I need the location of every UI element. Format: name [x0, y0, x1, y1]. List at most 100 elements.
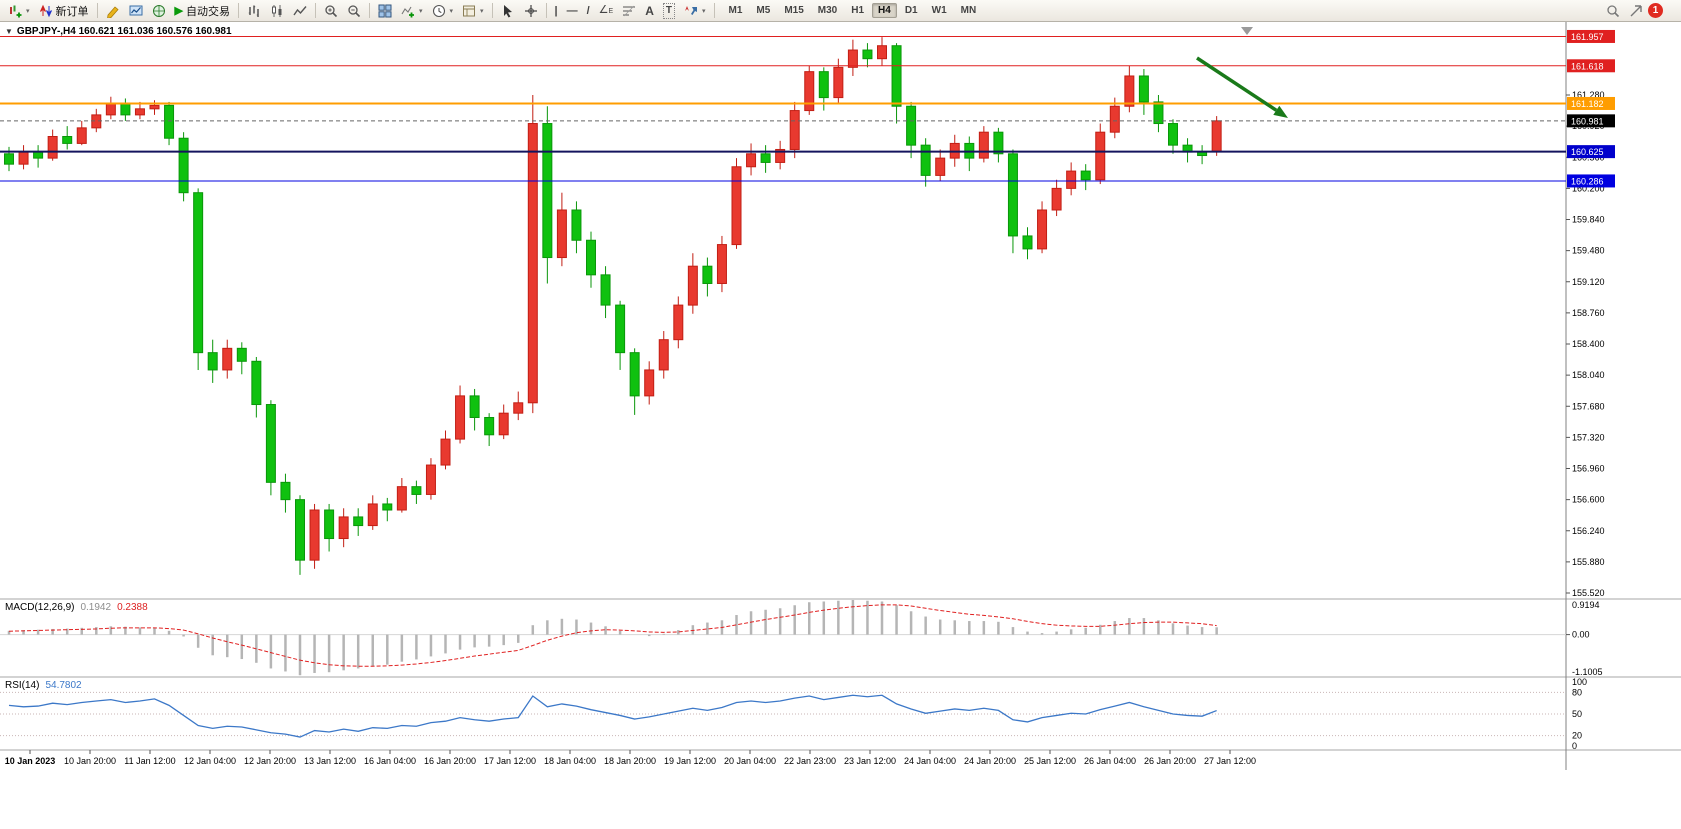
- svg-text:158.040: 158.040: [1572, 370, 1605, 380]
- timeframe-w1[interactable]: W1: [931, 5, 947, 16]
- candle-body: [1095, 131, 1106, 181]
- svg-text:0.00: 0.00: [1572, 630, 1590, 640]
- candle-body: [251, 360, 262, 406]
- candle-body: [702, 265, 713, 284]
- tile-windows-button[interactable]: [374, 1, 396, 21]
- svg-text:80: 80: [1572, 687, 1582, 697]
- candle-body: [1037, 209, 1048, 250]
- arrows-button[interactable]: ▾: [680, 1, 710, 21]
- candle-body: [1211, 120, 1222, 153]
- metaeditor-button[interactable]: [102, 1, 124, 21]
- timeframe-h1[interactable]: H1: [851, 5, 865, 16]
- arrow-shapes-icon: [685, 5, 697, 15]
- time-axis: 10 Jan 2023 10 Jan 20:00 11 Jan 12:00 12 Ja…: [5, 750, 1256, 766]
- svg-text:24 Jan 04:00: 24 Jan 04:00: [904, 756, 956, 766]
- candle-body: [556, 209, 567, 259]
- svg-text:26 Jan 20:00: 26 Jan 20:00: [1144, 756, 1196, 766]
- periods-button[interactable]: ▾: [428, 1, 458, 21]
- line-chart-button[interactable]: [289, 1, 311, 21]
- indicators-button[interactable]: ▾: [397, 1, 427, 21]
- market-watch-button[interactable]: [125, 1, 147, 21]
- zoom-out-button[interactable]: [343, 1, 365, 21]
- cursor-button[interactable]: [497, 1, 519, 21]
- candlestick-button[interactable]: [266, 1, 288, 21]
- channel-button[interactable]: ∠E: [595, 1, 618, 21]
- svg-text:22 Jan 23:00: 22 Jan 23:00: [784, 756, 836, 766]
- metaeditor-icon: [106, 5, 119, 18]
- candle-body: [877, 45, 887, 60]
- candle-body: [847, 49, 858, 68]
- timeframe-h4[interactable]: H4: [872, 3, 897, 18]
- svg-text:158.760: 158.760: [1572, 308, 1605, 318]
- trendline-button[interactable]: /: [583, 1, 594, 21]
- toolbar-separator: [368, 3, 370, 18]
- candle-body: [469, 395, 480, 418]
- text-button[interactable]: A: [641, 1, 658, 21]
- timeframe-m5[interactable]: M5: [756, 5, 771, 16]
- candle-body: [295, 499, 305, 561]
- macd-pane: 0.9194 0.00 -1.1005: [0, 599, 1603, 677]
- candle-body: [367, 503, 378, 527]
- trend-arrow[interactable]: [1196, 56, 1288, 118]
- candle-body: [789, 110, 800, 150]
- pointer-button[interactable]: [1625, 1, 1647, 21]
- candle-body: [120, 103, 131, 116]
- candle-body: [4, 153, 14, 165]
- svg-text:160.286: 160.286: [1571, 176, 1604, 186]
- fibonacci-button[interactable]: [618, 1, 640, 21]
- zoom-in-button[interactable]: [320, 1, 342, 21]
- candle-body: [586, 239, 596, 276]
- candle-body: [411, 486, 422, 495]
- candle-body: [324, 509, 335, 540]
- new-chart-button[interactable]: ▾: [4, 1, 34, 21]
- templates-button[interactable]: ▾: [458, 1, 488, 21]
- horizontal-line-button[interactable]: —: [563, 1, 582, 21]
- timeframe-m1[interactable]: M1: [728, 5, 743, 16]
- vertical-line-icon: |: [554, 4, 558, 17]
- svg-text:161.182: 161.182: [1571, 99, 1604, 109]
- svg-text:159.840: 159.840: [1572, 215, 1605, 225]
- timeframe-mn[interactable]: MN: [960, 5, 977, 16]
- candle-body: [833, 66, 844, 99]
- timeframe-m30[interactable]: M30: [817, 5, 838, 16]
- candle-body: [1109, 105, 1120, 133]
- text-icon: A: [645, 3, 654, 18]
- clock-icon: [432, 4, 445, 17]
- chart-shift-marker[interactable]: [1241, 27, 1253, 35]
- svg-text:155.520: 155.520: [1572, 588, 1605, 598]
- candle-body: [571, 209, 582, 241]
- candle-body: [673, 304, 684, 341]
- market-watch-icon: [129, 5, 143, 15]
- autotrading-button[interactable]: ▶ 自动交易: [171, 1, 234, 21]
- vertical-line-button[interactable]: |: [551, 1, 562, 21]
- candle-body: [746, 153, 757, 168]
- zoom-out-icon: [348, 4, 361, 17]
- notification-badge[interactable]: 1: [1648, 3, 1663, 18]
- timeframe-d1[interactable]: D1: [904, 5, 918, 16]
- zoom-in-icon: [325, 4, 338, 17]
- svg-text:161.618: 161.618: [1571, 61, 1604, 71]
- svg-text:159.120: 159.120: [1572, 277, 1605, 287]
- pointer-arrow-icon: [1630, 4, 1642, 16]
- play-icon: ▶: [174, 4, 183, 17]
- new-order-button[interactable]: 新订单: [35, 1, 93, 21]
- svg-text:27 Jan 12:00: 27 Jan 12:00: [1204, 756, 1256, 766]
- candle-body: [396, 486, 407, 511]
- chevron-down-icon: ▾: [449, 7, 454, 15]
- timeframe-m15[interactable]: M15: [784, 5, 804, 16]
- search-button[interactable]: [1602, 1, 1624, 21]
- svg-text:10 Jan 20:00: 10 Jan 20:00: [64, 756, 116, 766]
- svg-text:23 Jan 12:00: 23 Jan 12:00: [844, 756, 896, 766]
- candle-body: [265, 404, 276, 483]
- candle-body: [775, 148, 786, 163]
- price-label: 161.182: [1567, 96, 1615, 110]
- indicators-icon: [401, 6, 414, 17]
- navigator-button[interactable]: [148, 1, 170, 21]
- bar-chart-button[interactable]: [243, 1, 265, 21]
- candle-body: [731, 166, 742, 246]
- candle-body: [164, 104, 175, 139]
- text-label-button[interactable]: T: [659, 1, 679, 21]
- crosshair-button[interactable]: [520, 1, 542, 21]
